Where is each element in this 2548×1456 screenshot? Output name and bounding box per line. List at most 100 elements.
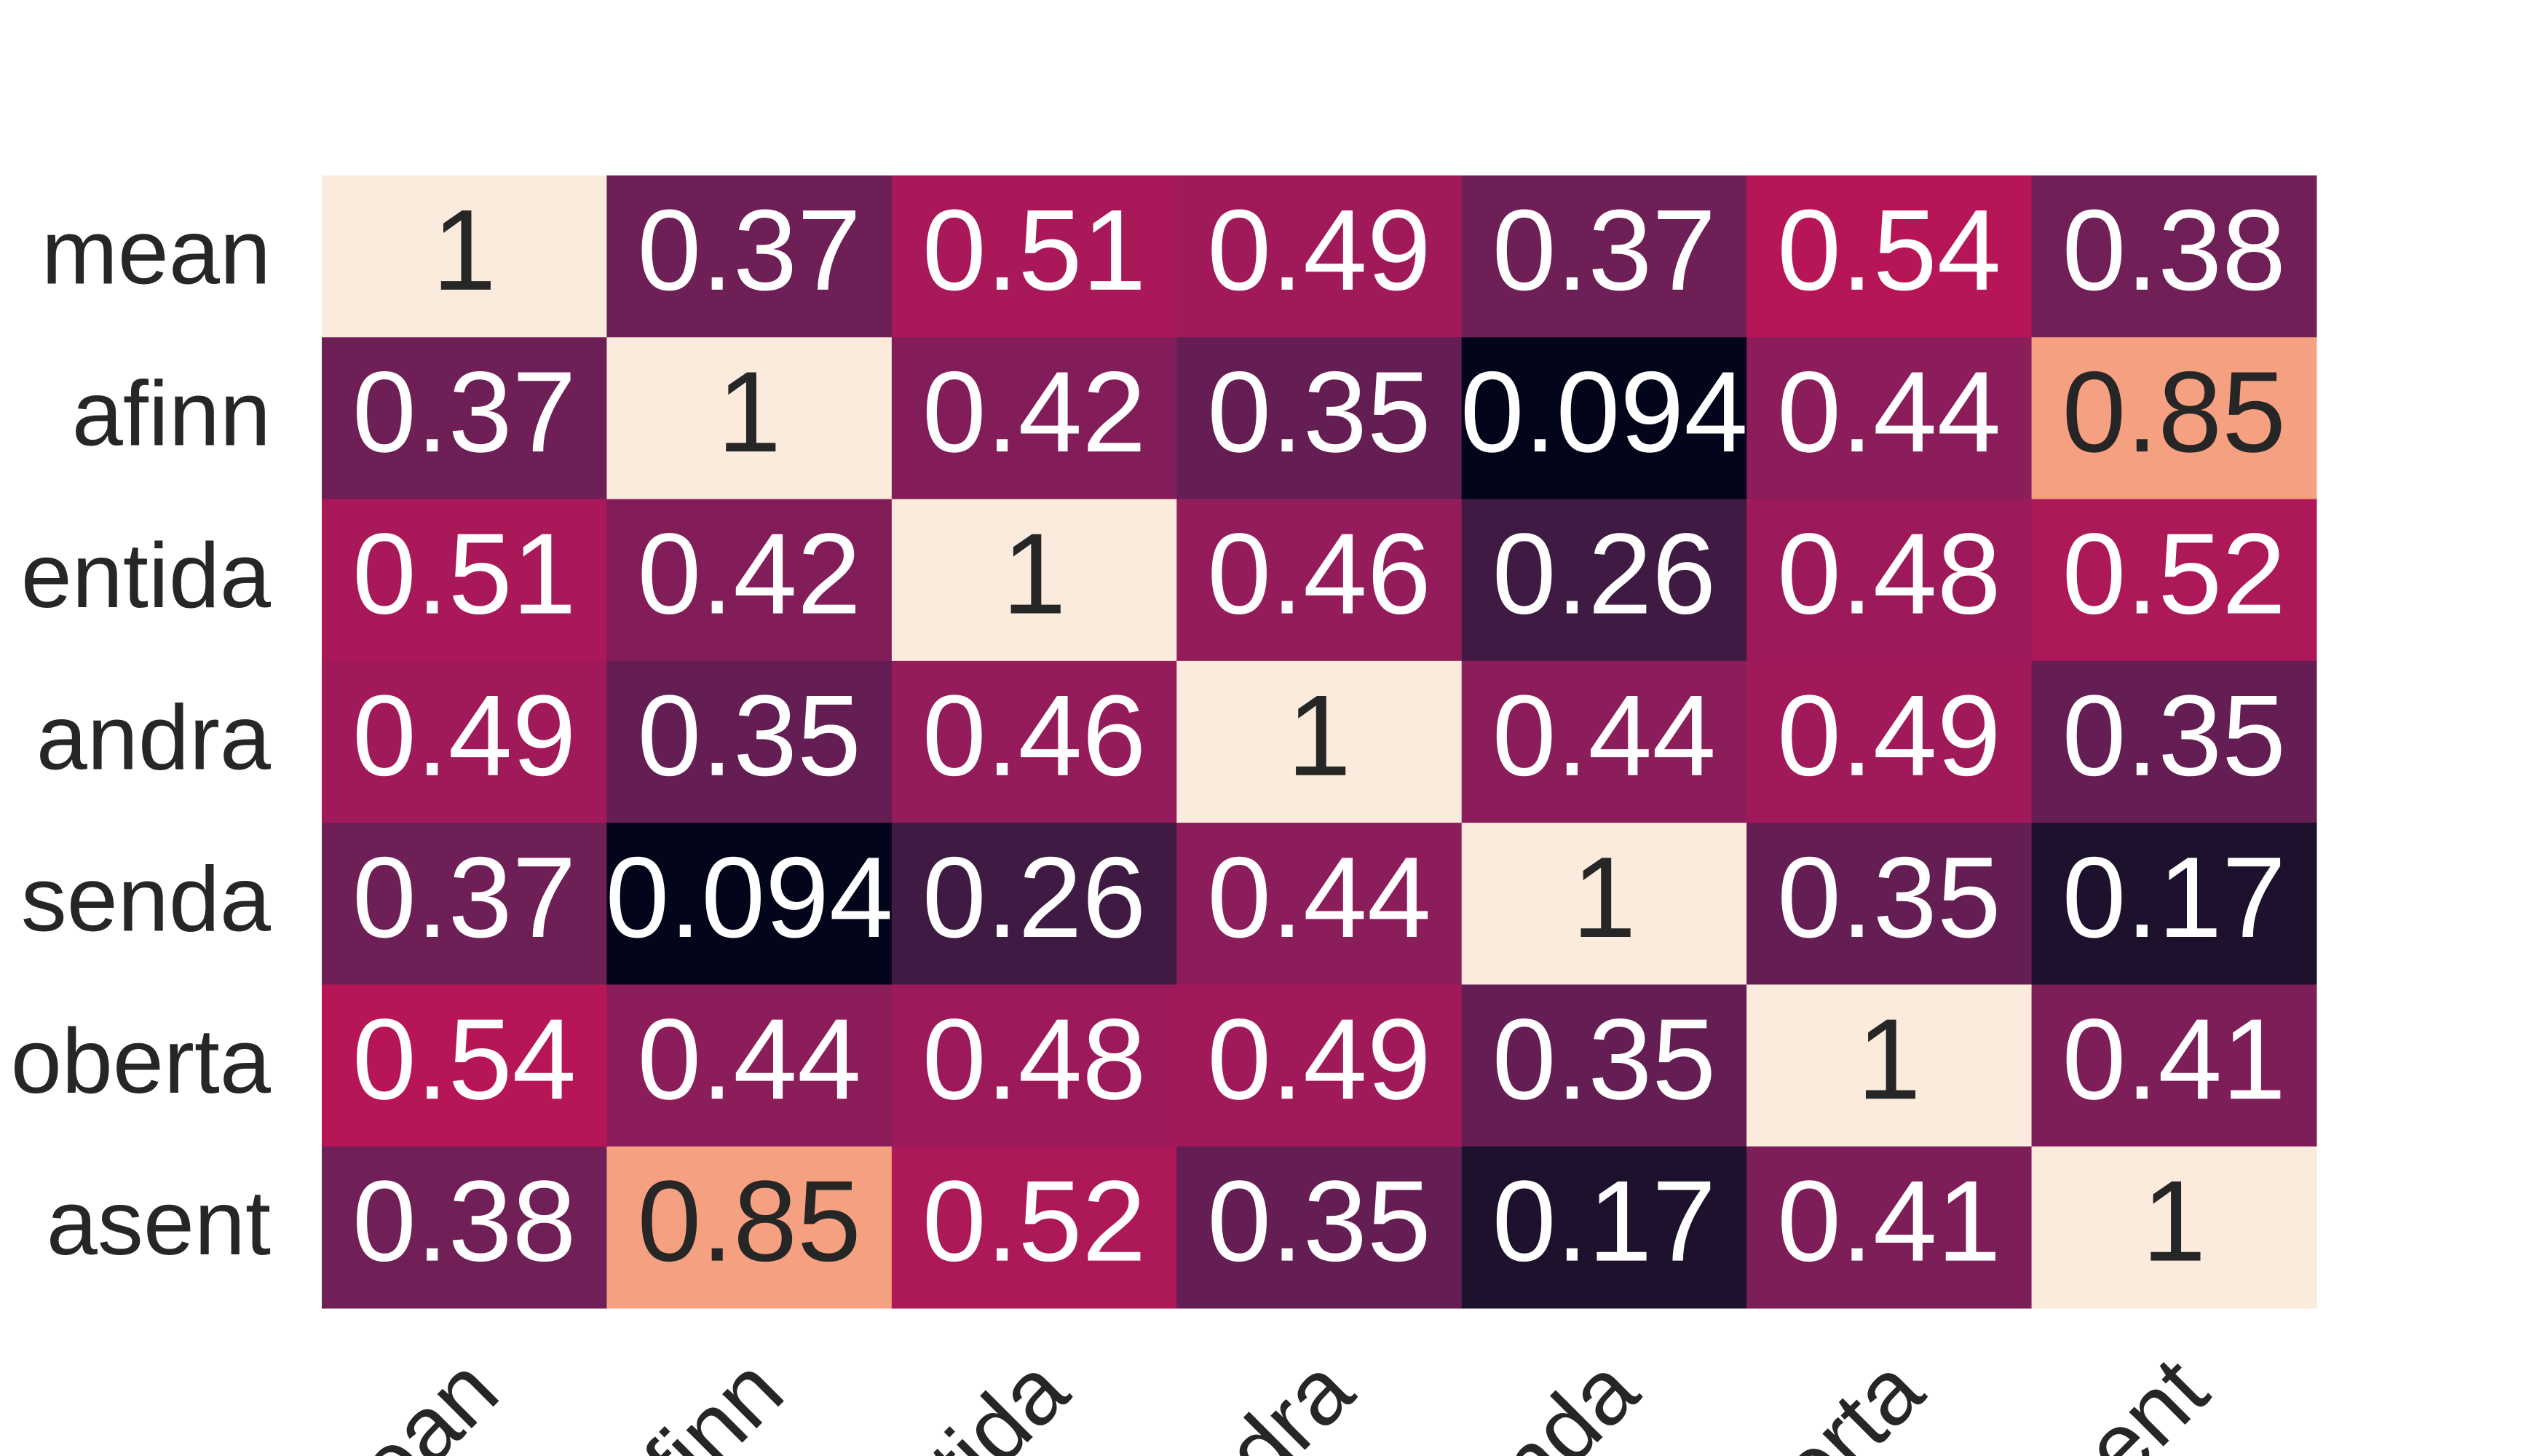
- y-tick-label: entida: [21, 524, 272, 627]
- cell: [1461, 499, 1747, 662]
- x-tick-label: oberta: [1685, 1337, 1942, 1456]
- cell-label: 0.26: [1492, 510, 1717, 638]
- cell: [1461, 337, 1747, 500]
- cell-label: 1: [2142, 1158, 2206, 1286]
- cell: [2031, 984, 2317, 1147]
- cell: [1461, 1146, 1747, 1309]
- cell: [606, 823, 893, 985]
- cell: [1746, 660, 2033, 823]
- x-tick-label: andra: [1133, 1337, 1372, 1456]
- cell: [1746, 337, 2033, 500]
- cell: [2031, 175, 2317, 338]
- cell-label: 0.35: [1492, 995, 1717, 1123]
- cell: [891, 823, 1177, 985]
- cell: [2031, 660, 2317, 823]
- cell: [1176, 984, 1463, 1147]
- cell-label: 0.37: [1492, 186, 1717, 314]
- x-tick-label: asent: [1995, 1338, 2227, 1456]
- cell: [2031, 337, 2317, 500]
- cell: [891, 175, 1177, 338]
- cell: [606, 499, 893, 662]
- cell: [1746, 175, 2033, 338]
- cell-label: 1: [1287, 672, 1351, 800]
- cell-label: 0.35: [1207, 1158, 1431, 1286]
- cell-label: 0.42: [922, 348, 1147, 476]
- cell-label: 0.38: [2062, 186, 2287, 314]
- cell-label: 0.26: [922, 834, 1147, 962]
- cell: [891, 660, 1177, 823]
- cell-label: 0.52: [922, 1158, 1147, 1286]
- cell-label: 0.46: [1207, 510, 1431, 638]
- cell: [1746, 984, 2033, 1147]
- cell: [1176, 337, 1463, 500]
- cell: [322, 823, 607, 985]
- cell-label: 0.35: [1777, 834, 2001, 962]
- cell-label: 0.17: [2062, 834, 2287, 962]
- cell: [1461, 660, 1747, 823]
- cell: [322, 1146, 607, 1309]
- x-tick-label: mean: [282, 1338, 518, 1456]
- cell: [1746, 1146, 2033, 1309]
- cell: [322, 660, 607, 823]
- cell-label: 0.49: [352, 672, 577, 800]
- cell: [891, 1146, 1177, 1309]
- cell-label: 0.44: [1777, 348, 2001, 476]
- cell-label: 0.41: [1777, 1158, 2001, 1286]
- cell-label: 1: [717, 348, 781, 476]
- cell: [2031, 823, 2317, 985]
- cell-label: 0.52: [2062, 510, 2287, 638]
- cell: [1461, 175, 1747, 338]
- cell-label: 0.37: [352, 348, 577, 476]
- cell: [1746, 823, 2033, 985]
- cell-label: 0.37: [637, 186, 861, 314]
- cell: [322, 984, 607, 1147]
- cell: [891, 984, 1177, 1147]
- cell-label: 0.41: [2062, 995, 2287, 1123]
- cell: [606, 337, 893, 500]
- cell: [322, 337, 607, 500]
- cell-label: 0.54: [1777, 186, 2001, 314]
- cell-label: 0.51: [352, 510, 577, 638]
- y-tick-label: asent: [47, 1171, 271, 1274]
- cell-label: 0.44: [637, 995, 861, 1123]
- cell-label: 0.44: [1492, 672, 1717, 800]
- cell-label: 0.35: [637, 672, 861, 800]
- cell-label: 0.35: [1207, 348, 1431, 476]
- x-tick-label: entida: [838, 1337, 1088, 1456]
- cell: [1176, 660, 1463, 823]
- cell-label: 0.54: [352, 995, 577, 1123]
- cell: [1176, 499, 1463, 662]
- cell-label: 0.35: [2062, 672, 2287, 800]
- cell-label: 0.38: [352, 1158, 577, 1286]
- cell: [2031, 1146, 2317, 1309]
- y-tick-label: mean: [41, 200, 271, 303]
- cell-label: 0.42: [637, 510, 861, 638]
- cell: [1746, 499, 2033, 662]
- cell: [891, 499, 1177, 662]
- cell-label: 0.48: [1777, 510, 2001, 638]
- cell-label: 1: [1002, 510, 1067, 638]
- cell-label: 1: [1857, 995, 1921, 1123]
- cell-label: 0.85: [2062, 348, 2287, 476]
- cell: [322, 175, 607, 338]
- cell-label: 0.49: [1207, 186, 1431, 314]
- cell-label: 0.85: [637, 1158, 861, 1286]
- cell-label: 0.44: [1207, 834, 1431, 962]
- y-tick-label: afinn: [72, 363, 271, 465]
- cell-label: 0.17: [1492, 1158, 1717, 1286]
- cell: [2031, 499, 2317, 662]
- cell-label: 0.37: [352, 834, 577, 962]
- cell: [1176, 1146, 1463, 1309]
- y-tick-label: oberta: [11, 1010, 272, 1112]
- y-tick-label: senda: [21, 848, 272, 951]
- cell: [1461, 984, 1747, 1147]
- x-tick-label: afinn: [589, 1338, 802, 1456]
- cell-label: 0.094: [605, 834, 893, 962]
- cell-label: 0.49: [1777, 672, 2001, 800]
- cell-label: 1: [1572, 834, 1636, 962]
- cell: [322, 499, 607, 662]
- y-tick-label: andra: [36, 686, 272, 788]
- cell: [1461, 823, 1747, 985]
